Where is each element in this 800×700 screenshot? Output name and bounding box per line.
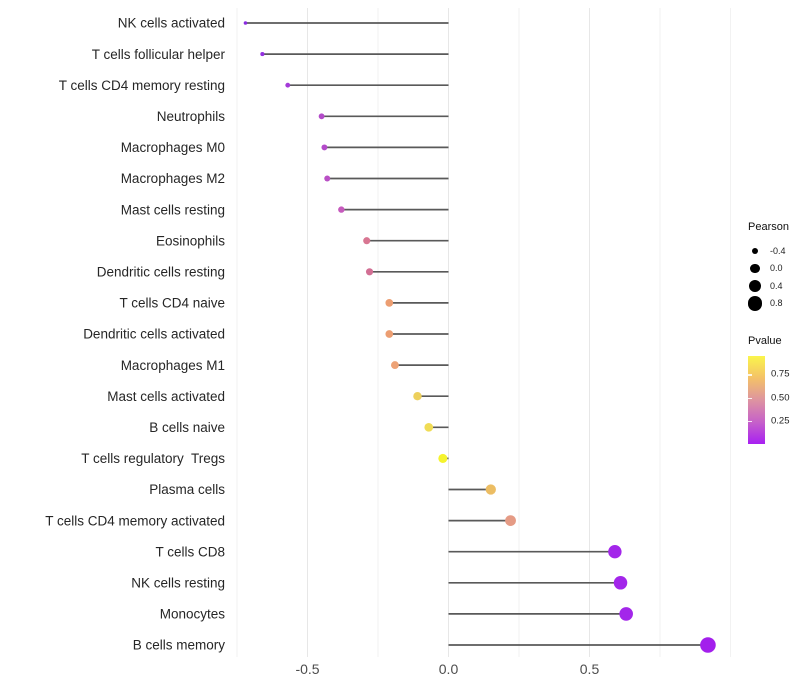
lollipop-point <box>385 330 394 338</box>
lollipop-point <box>365 268 374 276</box>
colorbar-tick <box>748 420 752 423</box>
size-legend-dot <box>747 295 763 311</box>
y-axis-label: Dendritic cells resting <box>97 265 225 280</box>
size-legend-dot-wrap <box>745 295 765 311</box>
lollipop-point <box>391 361 399 370</box>
size-legend-dot <box>750 263 760 273</box>
size-legend-title: Pearson <box>748 221 789 233</box>
y-axis-label: B cells memory <box>133 638 226 653</box>
lollipop-point <box>324 175 331 182</box>
colorbar-tick <box>748 397 752 399</box>
y-axis-label: T cells CD8 <box>155 544 225 559</box>
lollipop-point <box>700 637 716 653</box>
lollipop-point <box>438 453 448 463</box>
lollipop-point <box>285 82 291 88</box>
y-axis-label: Monocytes <box>160 607 226 622</box>
y-axis-label: Mast cells activated <box>107 389 225 404</box>
colorbar-wrap: 0.75 0.50 0.25 <box>748 356 800 446</box>
colorbar-tick-label: 0.25 <box>771 415 790 427</box>
y-axis-label: B cells naive <box>149 420 225 435</box>
lollipop-point <box>485 484 496 495</box>
color-legend: Pvalue 0.75 0.50 0.25 <box>745 335 800 446</box>
size-legend-label: 0.8 <box>770 298 783 309</box>
size-legend-entry: -0.4 <box>745 242 800 260</box>
lollipop-point <box>363 237 371 245</box>
y-axis-label: T cells follicular helper <box>92 47 226 62</box>
size-legend-entry: 0.4 <box>745 277 800 295</box>
y-axis-label: T cells regulatory Tregs <box>81 451 225 466</box>
y-axis-label: Neutrophils <box>157 109 226 124</box>
y-axis-label: Dendritic cells activated <box>83 327 225 342</box>
lollipop-point <box>385 299 394 307</box>
color-legend-title: Pvalue <box>748 335 782 347</box>
lollipop-point <box>608 545 622 559</box>
size-legend-entry: 0.0 <box>745 260 800 278</box>
y-axis-label: Macrophages M1 <box>121 358 225 373</box>
colorbar-tick-label: 0.75 <box>771 368 790 380</box>
colorbar-tick <box>748 374 752 376</box>
size-legend-dot-wrap <box>745 247 765 254</box>
size-legend: Pearson -0.4 0.0 0.4 0.8 <box>745 221 800 312</box>
y-axis-label: T cells CD4 memory resting <box>59 78 225 93</box>
size-legend-label: -0.4 <box>770 245 786 256</box>
colorbar-tick-label: 0.50 <box>771 392 790 403</box>
size-legend-entry: 0.8 <box>745 295 800 313</box>
lollipop-point <box>243 21 248 25</box>
size-legend-dot <box>748 279 762 292</box>
size-legend-label: 0.4 <box>770 280 783 291</box>
x-axis-tick-label: 0.5 <box>580 661 600 677</box>
x-axis-tick-label: 0.0 <box>439 661 459 677</box>
y-axis-label: Eosinophils <box>156 233 225 248</box>
y-axis-label: Mast cells resting <box>121 202 225 217</box>
y-axis-label: Macrophages M0 <box>121 140 225 155</box>
y-axis-label: NK cells resting <box>131 576 225 591</box>
lollipop-point <box>424 422 434 432</box>
lollipop-point <box>260 52 265 57</box>
lollipop-point <box>321 144 328 151</box>
lollipop-point <box>613 576 628 590</box>
y-axis-label: Macrophages M2 <box>121 171 225 186</box>
lollipop-point <box>619 607 633 621</box>
size-legend-label: 0.0 <box>770 263 783 274</box>
lollipop-point <box>338 206 345 213</box>
y-axis-label: NK cells activated <box>118 16 225 31</box>
size-legend-dot-wrap <box>745 263 765 273</box>
y-axis-label: T cells CD4 memory activated <box>45 513 225 528</box>
pvalue-colorbar <box>748 356 765 444</box>
lollipop-point <box>413 391 422 401</box>
size-legend-dot-wrap <box>745 279 765 292</box>
lollipop-point <box>318 113 325 120</box>
x-axis-tick-label: -0.5 <box>295 661 319 677</box>
lollipop-point <box>505 515 516 526</box>
y-axis-label: Plasma cells <box>149 482 225 497</box>
size-legend-dot <box>751 247 759 254</box>
size-legend-entries: -0.4 0.0 0.4 0.8 <box>745 242 800 312</box>
y-axis-label: T cells CD4 naive <box>119 296 225 311</box>
legend-panel: Pearson -0.4 0.0 0.4 0.8 Pvalue 0.75 0.50 0.2… <box>745 221 800 446</box>
